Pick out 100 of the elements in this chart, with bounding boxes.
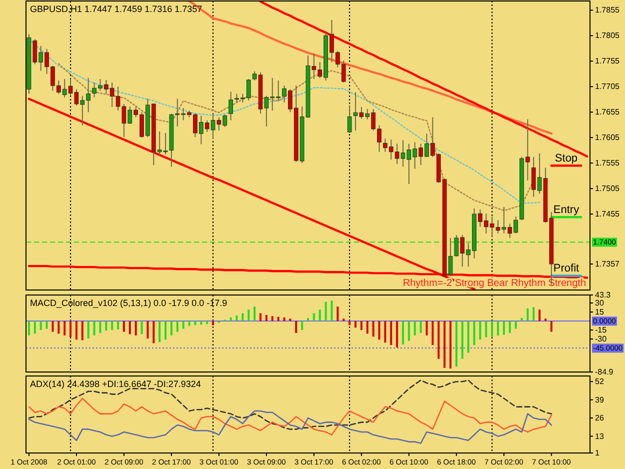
candlestick [347,104,352,134]
chart-title: ADX(14) 24.4398 +DI:16.6647 -DI:27.9324 [30,379,201,389]
y-tick-label: 30 [595,298,604,308]
bar [491,321,494,337]
bar [111,321,114,330]
y-tick-label: 15 [595,308,604,317]
bar [366,321,368,334]
line-series [28,398,552,436]
bar [134,321,137,336]
bar [194,321,196,326]
series-label: Entry [553,204,580,216]
bar [426,321,428,336]
bar [206,321,208,324]
bar [396,321,398,348]
bar [146,321,149,338]
bar [64,321,66,336]
series-label: Stop [554,152,578,165]
bar [420,321,422,334]
series-label: Profit [553,262,580,275]
bar [122,321,125,332]
y-tick-label: 1.7455 [595,210,620,219]
bar [140,321,143,334]
line-series [28,410,552,444]
bar [544,318,546,322]
bar [526,308,529,322]
bar [378,321,380,340]
line-series [28,38,540,204]
bar [265,315,268,322]
bar [532,307,535,322]
y-tick-label: 1.7505 [595,184,620,194]
bar [520,318,523,322]
bar [75,321,78,340]
y-tick-label: -30 [595,334,608,344]
bar [283,317,286,322]
bar [176,321,178,332]
y-tick-label: 1.7855 [595,6,620,15]
bar [324,302,327,322]
bar [330,300,333,322]
bar [348,321,351,326]
candlestick [228,91,233,121]
bar [81,321,84,340]
bar [342,318,345,322]
bar [93,321,96,336]
bar [508,321,511,334]
y-tick-label: 1.7705 [595,82,620,92]
bar [538,310,541,322]
bar [336,306,339,322]
bar [295,321,298,334]
y-tick-label: 39 [595,395,604,404]
line-series [28,380,552,430]
bar [550,321,552,332]
y-tick-label: 1.7555 [595,158,620,168]
bar [318,310,321,322]
chart-title: GBPUSD,H1 1.7447 1.7459 1.7316 1.7357 [30,4,202,14]
bar [354,321,356,328]
bar [152,321,155,344]
bar [170,321,172,336]
bar [105,321,108,331]
bar [260,313,262,322]
bar [99,321,102,334]
bar [52,321,54,332]
bar [461,321,464,359]
bar [212,321,214,326]
bar [390,321,392,346]
y-tick-label: -84.9 [595,368,614,377]
bar [34,321,36,334]
bar [408,321,410,341]
y-tick-label: 26 [595,414,604,423]
bar [438,321,440,359]
y-tick-label: 1.7357 [595,260,620,269]
y-tick-label: 43.3 [595,290,612,300]
bar [254,306,256,322]
bar [467,321,470,353]
bar [402,321,404,344]
bar [360,321,362,330]
bar [473,321,476,346]
bar [414,321,416,336]
bar [496,321,499,336]
bar [432,321,434,346]
bar [28,321,30,336]
y-tick-label: 52 [595,377,604,386]
bar [236,316,238,322]
bar [200,321,202,325]
bar [182,321,184,329]
bar [248,310,250,322]
bar [271,316,274,322]
line-series [58,63,534,212]
y-tick-label: 1.7655 [595,108,620,117]
bar [485,321,488,338]
y-tick-label: -15 [595,326,608,335]
bar [277,316,280,322]
y-tick-label: 1.7805 [595,31,620,40]
bar [384,321,386,343]
bar [158,321,161,342]
y-tick-label: 13 [595,432,604,441]
bar [514,321,517,329]
bar [58,321,60,334]
bar [449,321,452,368]
y-tick-label: 1 [595,448,600,458]
bar [230,317,232,322]
